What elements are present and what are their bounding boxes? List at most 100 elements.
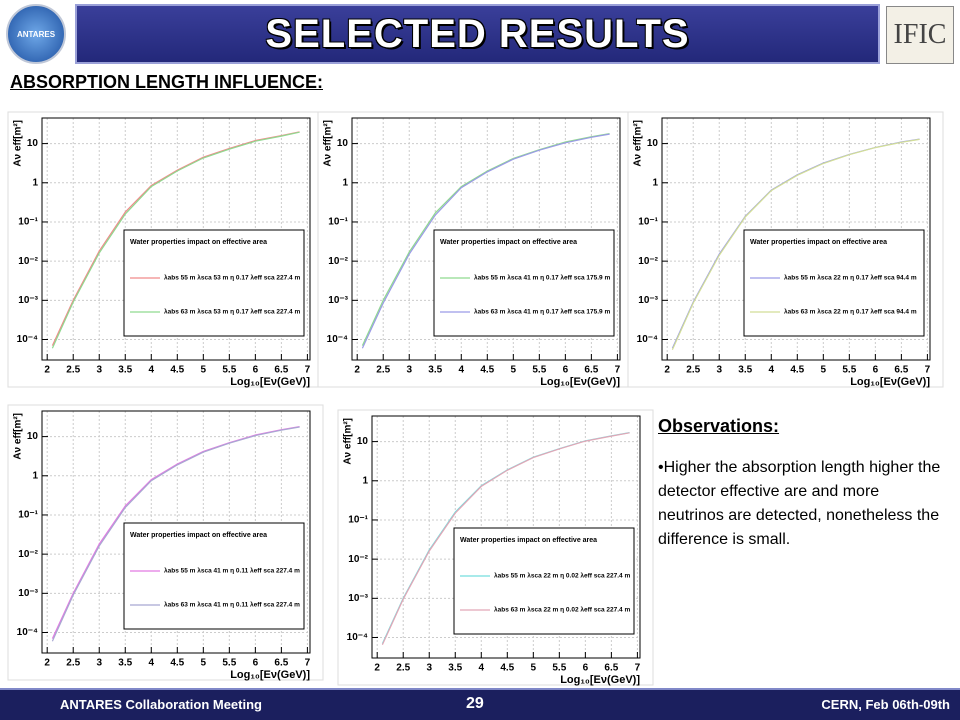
footer-page: 29	[466, 695, 484, 712]
x-tick-label: 2	[354, 365, 360, 376]
y-tick-label: 10	[647, 138, 659, 149]
title-banner: SELECTED RESULTS	[75, 4, 880, 64]
x-tick-label: 2	[664, 365, 670, 376]
x-axis-label: Log₁₀[Eν(GeV)]	[560, 674, 640, 686]
x-tick-label: 6	[253, 365, 259, 376]
x-axis-label: Log₁₀[Eν(GeV)]	[230, 669, 310, 681]
plot-frame	[351, 117, 621, 361]
plot-frame	[661, 117, 931, 361]
legend-label: λabs 55 m λsca 22 m η 0.17 λeff sca 94.4…	[784, 274, 917, 282]
y-tick-label: 10⁻³	[328, 295, 348, 306]
plot-frame	[41, 117, 311, 361]
legend-title: Water properties impact on effective are…	[460, 537, 597, 544]
x-tick-label: 5	[531, 663, 537, 674]
y-tick-label: 10⁻⁴	[637, 334, 658, 345]
plot-frame	[371, 415, 641, 659]
x-tick-label: 7	[615, 365, 621, 376]
legend-title: Water properties impact on effective are…	[440, 239, 577, 246]
y-tick-label: 1	[32, 177, 38, 188]
observations-title: Observations:	[658, 416, 780, 436]
x-tick-label: 3	[96, 365, 102, 376]
y-tick-label: 10	[337, 138, 349, 149]
series-line	[381, 432, 630, 646]
plot-frame	[41, 410, 311, 654]
legend-title: Water properties impact on effective are…	[130, 239, 267, 246]
x-tick-label: 2.5	[66, 658, 80, 669]
x-tick-label: 3	[96, 658, 102, 669]
x-tick-label: 6.5	[894, 365, 908, 376]
x-tick-label: 4	[149, 365, 155, 376]
series-line	[51, 131, 300, 349]
y-tick-label: 1	[652, 177, 658, 188]
x-tick-label: 6.5	[584, 365, 598, 376]
x-tick-label: 5.5	[222, 658, 236, 669]
x-tick-label: 5	[201, 365, 207, 376]
series-line	[361, 133, 610, 346]
x-tick-label: 3.5	[118, 658, 132, 669]
x-tick-label: 2	[44, 658, 50, 669]
x-tick-label: 6.5	[274, 365, 288, 376]
y-tick-label: 10⁻⁴	[347, 632, 368, 643]
x-tick-label: 4.5	[790, 365, 804, 376]
x-tick-label: 3	[406, 365, 412, 376]
legend-label: λabs 55 m λsca 41 m η 0.11 λeff sca 227.…	[164, 567, 300, 575]
y-tick-label: 10⁻⁴	[17, 627, 38, 638]
y-tick-label: 10	[27, 138, 39, 149]
y-axis-label: Aν eff[m²]	[13, 120, 24, 167]
legend-title: Water properties impact on effective are…	[130, 532, 267, 539]
series-line	[361, 133, 610, 349]
x-tick-label: 2.5	[66, 365, 80, 376]
y-tick-label: 10⁻¹	[328, 217, 348, 228]
x-tick-label: 2.5	[686, 365, 700, 376]
x-tick-label: 4.5	[480, 365, 494, 376]
legend-label: λabs 63 m λsca 53 m η 0.17 λeff sca 227.…	[164, 308, 300, 316]
legend-label: λabs 63 m λsca 22 m η 0.02 λeff sca 227.…	[494, 606, 630, 614]
y-tick-label: 1	[362, 475, 368, 486]
x-tick-label: 4.5	[170, 658, 184, 669]
x-tick-label: 4	[459, 365, 465, 376]
y-axis-label: Aν eff[m²]	[343, 418, 354, 465]
y-tick-label: 10⁻³	[348, 593, 368, 604]
x-tick-label: 4	[769, 365, 775, 376]
legend-title: Water properties impact on effective are…	[750, 239, 887, 246]
y-tick-label: 10⁻³	[18, 588, 38, 599]
y-tick-label: 10⁻³	[638, 295, 658, 306]
x-axis-label: Log₁₀[Eν(GeV)]	[850, 376, 930, 388]
x-tick-label: 3.5	[428, 365, 442, 376]
x-tick-label: 5.5	[532, 365, 546, 376]
y-tick-label: 10⁻²	[18, 549, 38, 560]
x-tick-label: 2	[374, 663, 380, 674]
x-tick-label: 3.5	[448, 663, 462, 674]
footer: ANTARES Collaboration Meeting 29 CERN, F…	[0, 688, 960, 720]
x-tick-label: 3.5	[118, 365, 132, 376]
series-line	[51, 131, 300, 346]
x-tick-label: 6.5	[604, 663, 618, 674]
x-tick-label: 5	[201, 658, 207, 669]
x-tick-label: 3	[426, 663, 432, 674]
x-tick-label: 6	[563, 365, 569, 376]
x-tick-label: 6	[253, 658, 259, 669]
y-tick-label: 10⁻³	[18, 295, 38, 306]
logo-antares: ANTARES	[6, 4, 66, 64]
y-tick-label: 1	[342, 177, 348, 188]
x-tick-label: 7	[305, 365, 311, 376]
series-line	[671, 138, 920, 350]
y-tick-label: 10⁻²	[348, 554, 368, 565]
legend-label: λabs 55 m λsca 53 m η 0.17 λeff sca 227.…	[164, 274, 300, 282]
legend-label: λabs 55 m λsca 22 m η 0.02 λeff sca 227.…	[494, 572, 630, 580]
x-tick-label: 6.5	[274, 658, 288, 669]
y-tick-label: 10⁻²	[638, 256, 658, 267]
y-tick-label: 10	[357, 436, 369, 447]
legend-box	[123, 229, 305, 337]
x-tick-label: 6	[583, 663, 589, 674]
y-tick-label: 10⁻¹	[18, 217, 38, 228]
legend-box	[743, 229, 925, 337]
y-tick-label: 10⁻²	[18, 256, 38, 267]
x-tick-label: 5.5	[222, 365, 236, 376]
section-title: ABSORPTION LENGTH INFLUENCE:	[10, 72, 323, 92]
y-axis-label: Aν eff[m²]	[13, 413, 24, 460]
footer-left: ANTARES Collaboration Meeting	[60, 697, 262, 712]
x-tick-label: 5.5	[552, 663, 566, 674]
y-tick-label: 10⁻¹	[638, 217, 658, 228]
legend-label: λabs 63 m λsca 22 m η 0.17 λeff sca 94.4…	[784, 308, 917, 316]
